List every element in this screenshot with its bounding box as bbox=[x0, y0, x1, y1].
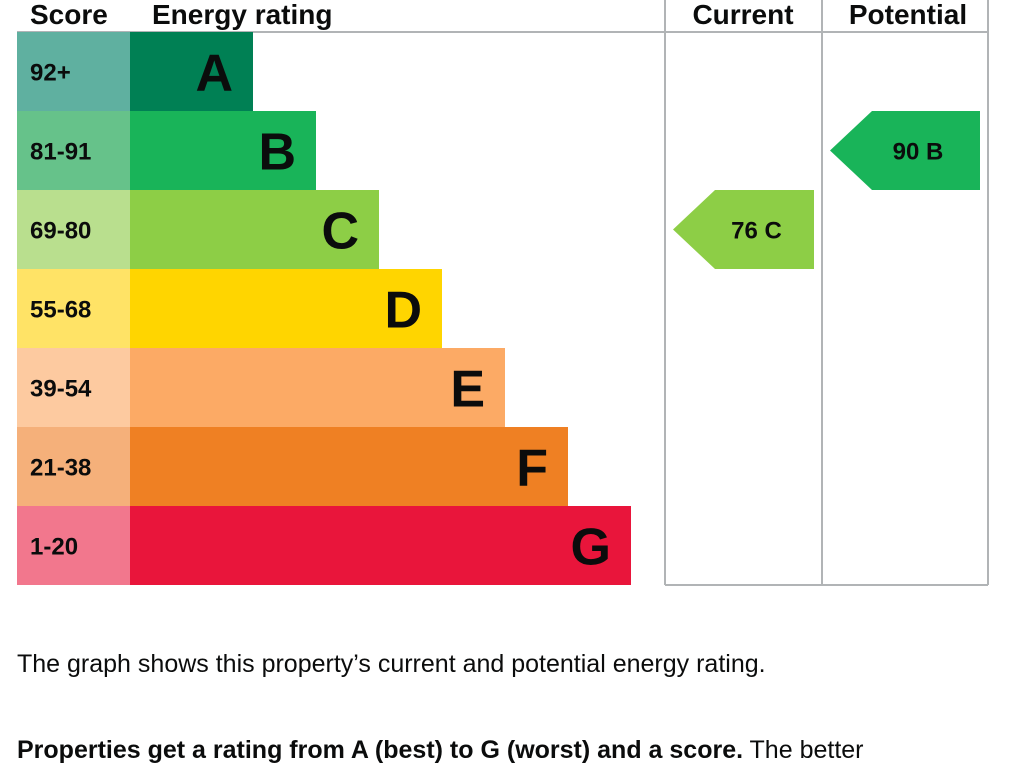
band-letter-e: E bbox=[450, 361, 485, 419]
energy-rating-chart: Score Energy rating Current Potential 92… bbox=[17, 0, 989, 586]
band-letter-c: C bbox=[321, 203, 359, 261]
band-letter-g: G bbox=[571, 519, 611, 577]
score-label-c: 69-80 bbox=[30, 218, 91, 245]
rating-explanation-rest: The better bbox=[743, 736, 864, 764]
band-bar-d bbox=[130, 269, 442, 348]
score-label-d: 55-68 bbox=[30, 297, 91, 324]
header-score: Score bbox=[30, 0, 108, 30]
score-label-e: 39-54 bbox=[30, 376, 92, 403]
band-bar-a bbox=[130, 32, 253, 111]
score-label-g: 1-20 bbox=[30, 534, 78, 561]
score-cell-a bbox=[17, 32, 130, 111]
score-cell-c bbox=[17, 190, 130, 269]
rating-explanation: Properties get a rating from A (best) to… bbox=[17, 732, 1017, 768]
score-cell-b bbox=[17, 111, 130, 190]
rating-bands: 92+ A 81-91 B 69-80 C 55-68 D 39-54 E 21-38 F 1-20 G bbox=[17, 32, 631, 585]
header-potential: Potential bbox=[849, 0, 967, 30]
potential-rating-label: 90 B bbox=[893, 139, 944, 166]
current-rating-label: 76 C bbox=[731, 218, 782, 245]
score-cell-f bbox=[17, 427, 130, 506]
band-letter-a: A bbox=[195, 45, 233, 103]
header-current: Current bbox=[692, 0, 793, 30]
chart-headers: Score Energy rating Current Potential bbox=[30, 0, 967, 30]
band-bar-c bbox=[130, 190, 379, 269]
current-rating-arrow bbox=[673, 190, 814, 269]
score-cell-d bbox=[17, 269, 130, 348]
band-letter-d: D bbox=[384, 282, 422, 340]
rating-arrows: 76 C 90 B bbox=[673, 111, 980, 269]
potential-rating-arrow bbox=[830, 111, 980, 190]
score-label-a: 92+ bbox=[30, 60, 71, 87]
band-bar-f bbox=[130, 427, 568, 506]
header-energy-rating: Energy rating bbox=[152, 0, 332, 30]
chart-grid bbox=[17, 0, 989, 586]
score-cell-e bbox=[17, 348, 130, 427]
rating-explanation-bold: Properties get a rating from A (best) to… bbox=[17, 736, 744, 764]
band-letter-f: F bbox=[516, 440, 548, 498]
score-label-b: 81-91 bbox=[30, 139, 91, 166]
band-bar-e bbox=[130, 348, 505, 427]
score-cell-g bbox=[17, 506, 130, 585]
score-label-f: 21-38 bbox=[30, 455, 91, 482]
band-bar-b bbox=[130, 111, 316, 190]
band-letter-b: B bbox=[258, 124, 296, 182]
chart-caption: The graph shows this property’s current … bbox=[17, 650, 766, 678]
band-bar-g bbox=[130, 506, 631, 585]
